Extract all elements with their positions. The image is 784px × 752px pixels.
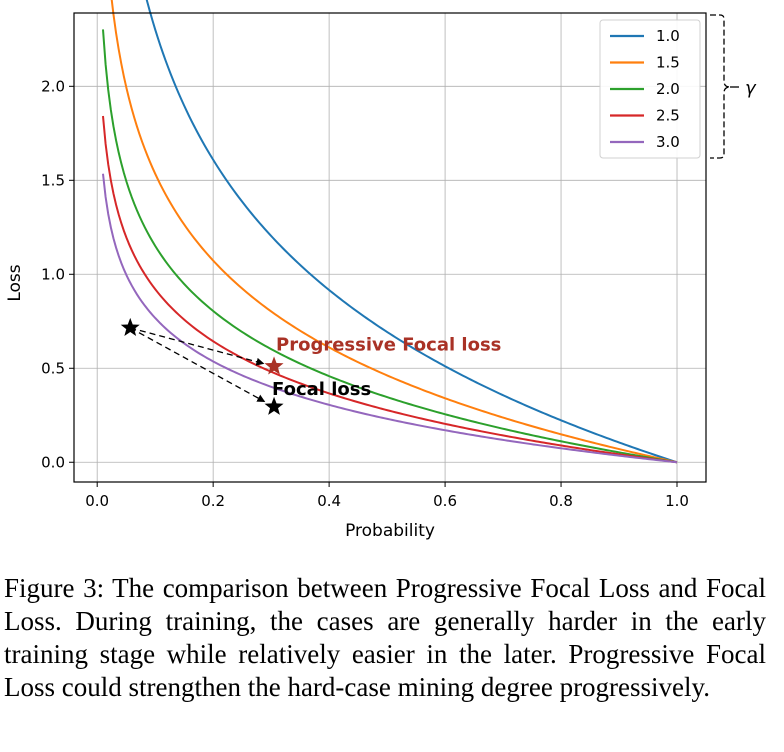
figure-caption: Figure 3: The comparison between Progres…	[4, 573, 766, 702]
gamma-label: γ	[745, 78, 757, 99]
legend-label-1-5: 1.5	[656, 54, 680, 72]
legend-label-2-5: 2.5	[656, 107, 680, 125]
series-line-1-5	[110, 0, 678, 464]
y-axis-label: Loss	[5, 264, 25, 301]
y-tick-label-0: 0.0	[41, 453, 65, 471]
y-tick-label-2: 1.0	[41, 265, 65, 283]
x-axis-label: Probability	[345, 521, 435, 541]
series-line-2-5	[101, 115, 678, 464]
series-line-3-0	[101, 173, 678, 464]
x-tick-label-0: 0.0	[85, 492, 109, 510]
progressive-focal-loss-star	[264, 356, 284, 375]
x-tick-label-1: 0.2	[201, 492, 225, 510]
progressive-focal-loss-label: Progressive Focal loss	[276, 334, 501, 355]
legend-label-3-0: 3.0	[656, 133, 680, 151]
arrow-to-progressive-focal-loss	[130, 327, 265, 366]
legend-box	[599, 19, 701, 159]
y-tick-label-3: 1.5	[41, 171, 65, 189]
series-line-2-0	[101, 29, 678, 464]
focal-loss-star	[264, 396, 284, 415]
annotations: Progressive Focal loss Focal loss	[120, 317, 501, 415]
x-tick-label-5: 1.0	[665, 492, 689, 510]
series-lines	[101, 0, 678, 464]
y-tick-label-1: 0.5	[41, 359, 65, 377]
legend: 1.0 1.5 2.0 2.5 3.0	[599, 19, 701, 159]
focal-loss-label: Focal loss	[272, 379, 371, 400]
arrow-to-focal-loss	[129, 327, 266, 403]
x-tick-label-3: 0.6	[433, 492, 457, 510]
series-line-1-0	[145, 0, 678, 464]
y-tick-label-4: 2.0	[41, 77, 65, 95]
x-tick-label-2: 0.4	[317, 492, 341, 510]
start-point-star	[120, 317, 140, 336]
x-tick-label-4: 0.8	[549, 492, 573, 510]
legend-label-1-0: 1.0	[656, 27, 680, 45]
plot-frame	[73, 12, 707, 483]
gamma-brace	[710, 14, 731, 159]
legend-label-2-0: 2.0	[656, 80, 680, 98]
axis-ticks: 0.0 0.2 0.4 0.6 0.8 1.0 0.0 0.5 1.0 1.5 2.0	[41, 77, 689, 510]
